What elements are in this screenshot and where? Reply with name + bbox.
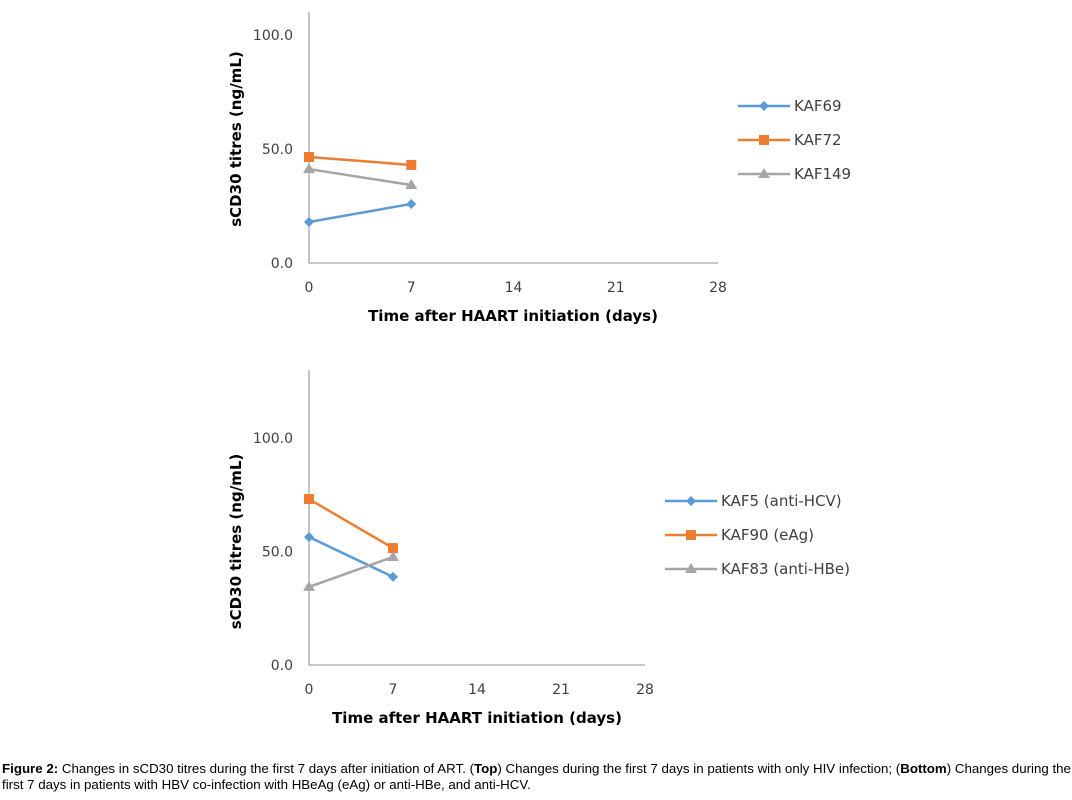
x-tick-label: 28 xyxy=(709,280,727,296)
legend-item: KAF83 (anti-HBe) xyxy=(665,560,850,578)
x-tick-label: 14 xyxy=(468,682,486,698)
caption-top-word: Top xyxy=(474,761,498,776)
legend-label: KAF72 xyxy=(794,131,842,149)
caption-text-1: Changes in sCD30 titres during the first… xyxy=(58,761,475,776)
legend-item: KAF69 xyxy=(738,97,842,115)
series-kaf69 xyxy=(304,198,417,227)
data-point xyxy=(406,159,417,170)
x-tick-label: 7 xyxy=(389,682,398,698)
x-tick-label: 0 xyxy=(305,280,314,296)
legend-label: KAF69 xyxy=(794,97,842,115)
legend-marker xyxy=(759,101,769,111)
legend-label: KAF83 (anti-HBe) xyxy=(721,560,850,578)
series-line xyxy=(308,497,394,550)
legend-item: KAF90 (eAg) xyxy=(665,526,814,544)
series-kaf72 xyxy=(304,151,417,170)
legend-item: KAF5 (anti-HCV) xyxy=(665,492,842,510)
series-kaf83 xyxy=(303,550,399,591)
y-tick-label: 0.0 xyxy=(271,256,293,272)
legend-marker xyxy=(685,563,697,573)
data-point xyxy=(303,163,315,174)
data-point xyxy=(304,216,314,227)
data-point xyxy=(388,571,398,582)
y-axis-title: sCD30 titres (ng/mL) xyxy=(227,51,245,226)
legend-item: KAF72 xyxy=(738,131,842,149)
legend-marker xyxy=(758,168,770,178)
x-tick-label: 7 xyxy=(407,280,416,296)
data-point xyxy=(304,151,314,162)
y-tick-label: 100.0 xyxy=(253,431,293,447)
figure-charts: 0.0 50.0 100.0 0 7 14 21 28 Time after HAART ini… xyxy=(227,12,851,727)
series-kaf90 xyxy=(304,494,398,554)
bottom-chart: 0.0 50.0 100.0 0 7 14 21 28 Time after HAART ini… xyxy=(227,370,850,727)
x-tick-label: 0 xyxy=(305,682,314,698)
x-tick-label: 28 xyxy=(636,682,654,698)
series-kaf5 xyxy=(304,531,398,582)
legend-label: KAF90 (eAg) xyxy=(721,526,814,544)
caption-text-3: ) Changes during the first 7 days in pat… xyxy=(2,761,1071,792)
data-point xyxy=(387,550,399,561)
series-kaf149 xyxy=(303,163,418,190)
caption-bottom-word: Bottom xyxy=(900,761,947,776)
y-axis-title: sCD30 titres (ng/mL) xyxy=(227,454,245,629)
data-point xyxy=(406,198,417,209)
y-tick-label: 100.0 xyxy=(253,28,293,44)
legend-marker xyxy=(686,496,696,506)
data-point xyxy=(388,543,398,554)
legend-label: KAF149 xyxy=(794,165,851,183)
caption-label: Figure 2: xyxy=(2,761,59,776)
series-line xyxy=(308,155,412,167)
legend-item: KAF149 xyxy=(738,165,851,183)
x-tick-label: 21 xyxy=(607,280,625,296)
legend-marker xyxy=(759,135,769,145)
series-line xyxy=(308,202,412,224)
data-point xyxy=(304,494,314,505)
caption-text-2: ) Changes during the first 7 days in pat… xyxy=(497,761,901,776)
x-axis-title: Time after HAART initiation (days) xyxy=(332,709,622,727)
x-tick-label: 14 xyxy=(505,280,523,296)
data-point xyxy=(405,179,418,190)
data-point xyxy=(304,531,314,542)
figure-caption: Figure 2: Changes in sCD30 titres during… xyxy=(2,761,1072,793)
y-tick-label: 50.0 xyxy=(262,142,293,158)
series-line xyxy=(308,167,412,187)
y-tick-label: 50.0 xyxy=(262,545,293,561)
data-point xyxy=(303,580,315,591)
x-tick-label: 21 xyxy=(552,682,570,698)
top-chart: 0.0 50.0 100.0 0 7 14 21 28 Time after HAART ini… xyxy=(227,12,851,325)
legend-label: KAF5 (anti-HCV) xyxy=(721,492,842,510)
y-tick-label: 0.0 xyxy=(271,658,293,674)
series-line xyxy=(308,535,394,579)
series-line xyxy=(308,555,394,589)
legend-marker xyxy=(686,530,696,540)
x-axis-title: Time after HAART initiation (days) xyxy=(368,307,658,325)
